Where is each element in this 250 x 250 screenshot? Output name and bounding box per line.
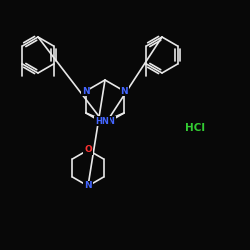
Text: N: N: [101, 120, 109, 128]
Text: HCl: HCl: [185, 123, 205, 133]
Text: N: N: [120, 86, 128, 96]
Text: N: N: [84, 182, 92, 190]
Text: N: N: [82, 86, 90, 96]
Text: HN: HN: [101, 116, 115, 126]
Text: O: O: [84, 146, 92, 154]
Text: HN: HN: [95, 116, 109, 126]
